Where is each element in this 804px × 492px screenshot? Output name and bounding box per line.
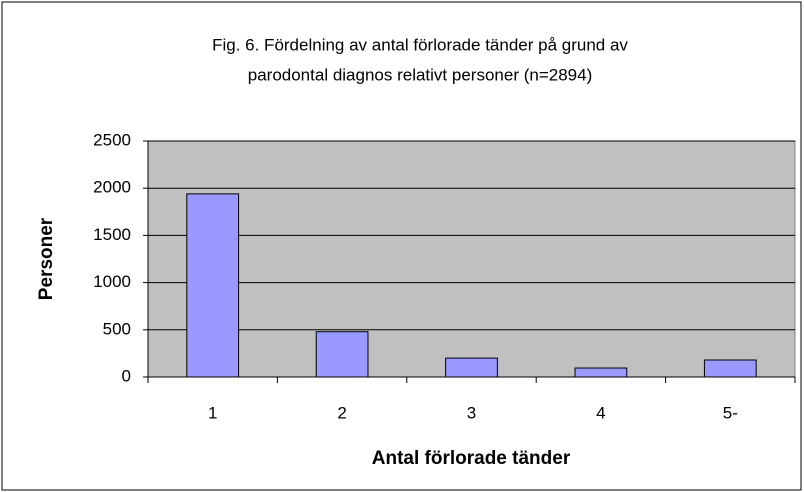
y-tick-label: 2000 [93, 178, 131, 197]
y-tick-label: 0 [122, 366, 131, 385]
y-tick-label: 1500 [93, 225, 131, 244]
plot-area [147, 140, 796, 378]
x-tick-label: 5- [723, 403, 738, 422]
x-tick-label: 4 [596, 403, 605, 422]
chart-title: parodontal diagnos relativt personer (n=… [248, 65, 592, 84]
bar [703, 359, 757, 378]
x-axis-title: Antal förlorade tänder [372, 448, 571, 469]
bar [445, 357, 498, 378]
y-tick-label: 500 [103, 319, 131, 338]
bar [315, 331, 369, 378]
x-tick-label: 2 [337, 403, 346, 422]
x-tick-label: 3 [467, 403, 476, 422]
chart-title: Fig. 6. Fördelning av antal förlorade tä… [212, 35, 628, 54]
y-tick-label: 1000 [93, 272, 131, 291]
bar [574, 367, 628, 378]
y-tick-label: 2500 [93, 130, 131, 149]
y-axis-title: Personer [36, 217, 57, 300]
bar [186, 193, 240, 378]
x-tick-label: 1 [208, 403, 217, 422]
